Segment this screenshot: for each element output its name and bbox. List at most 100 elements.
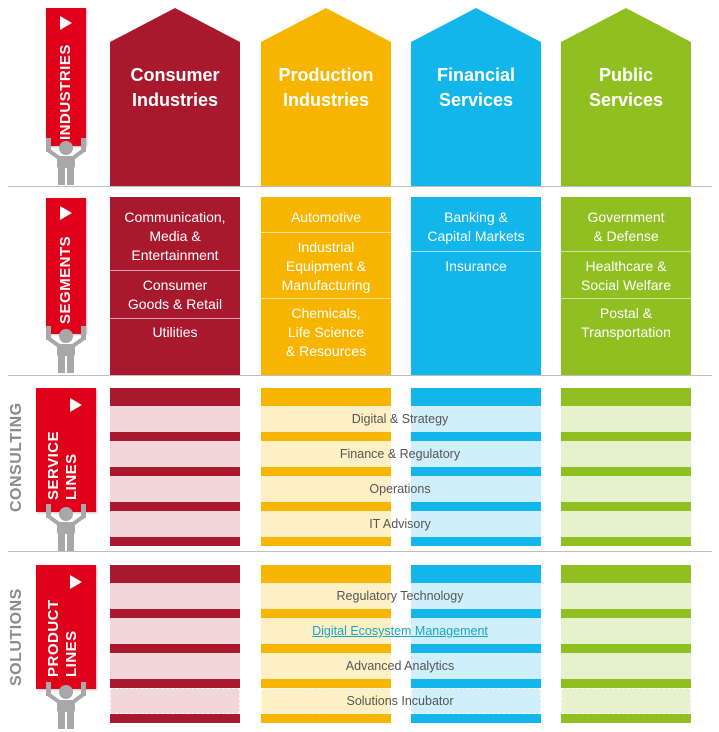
industry-title-line: Production [278, 65, 374, 85]
band-pale [110, 476, 240, 502]
band-pale [261, 441, 391, 467]
band-pale [261, 583, 391, 609]
segment-item: Healthcare & Social Welfare [580, 258, 671, 293]
house-shape-production [261, 8, 391, 186]
segments-banner: SEGMENTS [46, 198, 86, 334]
industries-label: INDUSTRIES [57, 44, 74, 140]
band-pale [411, 653, 541, 679]
segments-label: SEGMENTS [57, 235, 74, 324]
band-pale [411, 688, 541, 714]
product-lines-label-1: PRODUCT [45, 599, 62, 677]
band-solid [561, 714, 691, 723]
industry-title-line: Services [438, 90, 514, 110]
band-pale [261, 476, 391, 502]
band-solid [561, 467, 691, 476]
industry-title-public: Public Services [561, 63, 691, 113]
band-solid [261, 714, 391, 723]
band-pale [411, 618, 541, 644]
band-pale [561, 583, 691, 609]
industry-title-line: Consumer [130, 65, 220, 85]
band-solid [110, 502, 240, 511]
segment-divider [561, 298, 691, 299]
segment-item: Government & Defense [587, 209, 665, 244]
band-pale [261, 618, 391, 644]
segment-divider [261, 298, 391, 299]
band-solid [411, 644, 541, 653]
service-lines-banner: SERVICE LINES [36, 388, 96, 512]
service-lines-label-1: SERVICE [45, 430, 62, 500]
person-figure-icon [46, 326, 86, 373]
industries-banner: INDUSTRIES [46, 8, 86, 146]
band-solid [411, 609, 541, 618]
segment-item: Communication, Media & Entertainment [124, 209, 226, 263]
triangle-icon [60, 16, 72, 30]
band-pale [411, 511, 541, 537]
band-solid [561, 502, 691, 511]
band-solid [561, 565, 691, 583]
band-solid [261, 502, 391, 511]
band-solid [110, 679, 240, 688]
band-solid [110, 467, 240, 476]
segment-block-production [261, 197, 391, 375]
band-pale [411, 441, 541, 467]
band-pale [110, 583, 240, 609]
band-solid [411, 565, 541, 583]
solutions-label: SOLUTIONS [8, 588, 25, 686]
band-pale [561, 653, 691, 679]
band-pale [261, 511, 391, 537]
band-solid [411, 537, 541, 546]
product-line-link[interactable]: Digital Ecosystem Management [312, 624, 488, 638]
consulting-label: CONSULTING [8, 402, 25, 512]
person-figure-icon [46, 682, 86, 729]
segment-block-financial [411, 197, 541, 375]
house-shape-public [561, 8, 691, 186]
band-solid [261, 467, 391, 476]
service-line-item: Finance & Regulatory [339, 447, 461, 461]
industry-title-line: Financial [436, 65, 516, 85]
segment-divider [411, 251, 541, 252]
band-pale [110, 511, 240, 537]
band-solid [110, 644, 240, 653]
segment-block-public [561, 197, 691, 375]
person-figure-icon [46, 138, 86, 185]
band-solid [261, 609, 391, 618]
band-solid [411, 467, 541, 476]
separator-industries [8, 186, 712, 187]
band-solid [561, 432, 691, 441]
separator-consulting [8, 551, 712, 552]
band-pale [411, 583, 541, 609]
band-pale [561, 476, 691, 502]
band-pale [411, 476, 541, 502]
service-line-item: Operations [369, 482, 431, 496]
band-solid [261, 388, 391, 406]
product-line-item: Advanced Analytics [345, 659, 455, 673]
segment-divider [561, 251, 691, 252]
band-solid [261, 644, 391, 653]
segment-item: Automotive [290, 209, 362, 225]
band-pale [561, 441, 691, 467]
band-pale [561, 688, 691, 714]
band-solid [261, 432, 391, 441]
service-line-item: IT Advisory [369, 517, 431, 531]
band-solid [561, 679, 691, 688]
service-line-item: Digital & Strategy [351, 412, 449, 426]
band-solid [261, 537, 391, 546]
band-solid [110, 714, 240, 723]
person-figure-icon [46, 504, 86, 551]
industry-title-line: Industries [131, 90, 219, 110]
house-shape-consumer [110, 8, 240, 186]
segment-item: Utilities [152, 324, 198, 340]
band-pale [411, 406, 541, 432]
segment-item: Insurance [445, 258, 507, 274]
band-solid [411, 388, 541, 406]
band-pale [110, 406, 240, 432]
band-pale [110, 441, 240, 467]
industry-title-financial: Financial Services [411, 63, 541, 113]
band-solid [110, 565, 240, 583]
band-solid [411, 714, 541, 723]
band-pale [561, 511, 691, 537]
separator-segments [8, 375, 712, 376]
product-line-item: Solutions Incubator [346, 694, 454, 708]
band-solid [110, 432, 240, 441]
segment-item: Chemicals, Life Science & Resources [285, 305, 367, 359]
